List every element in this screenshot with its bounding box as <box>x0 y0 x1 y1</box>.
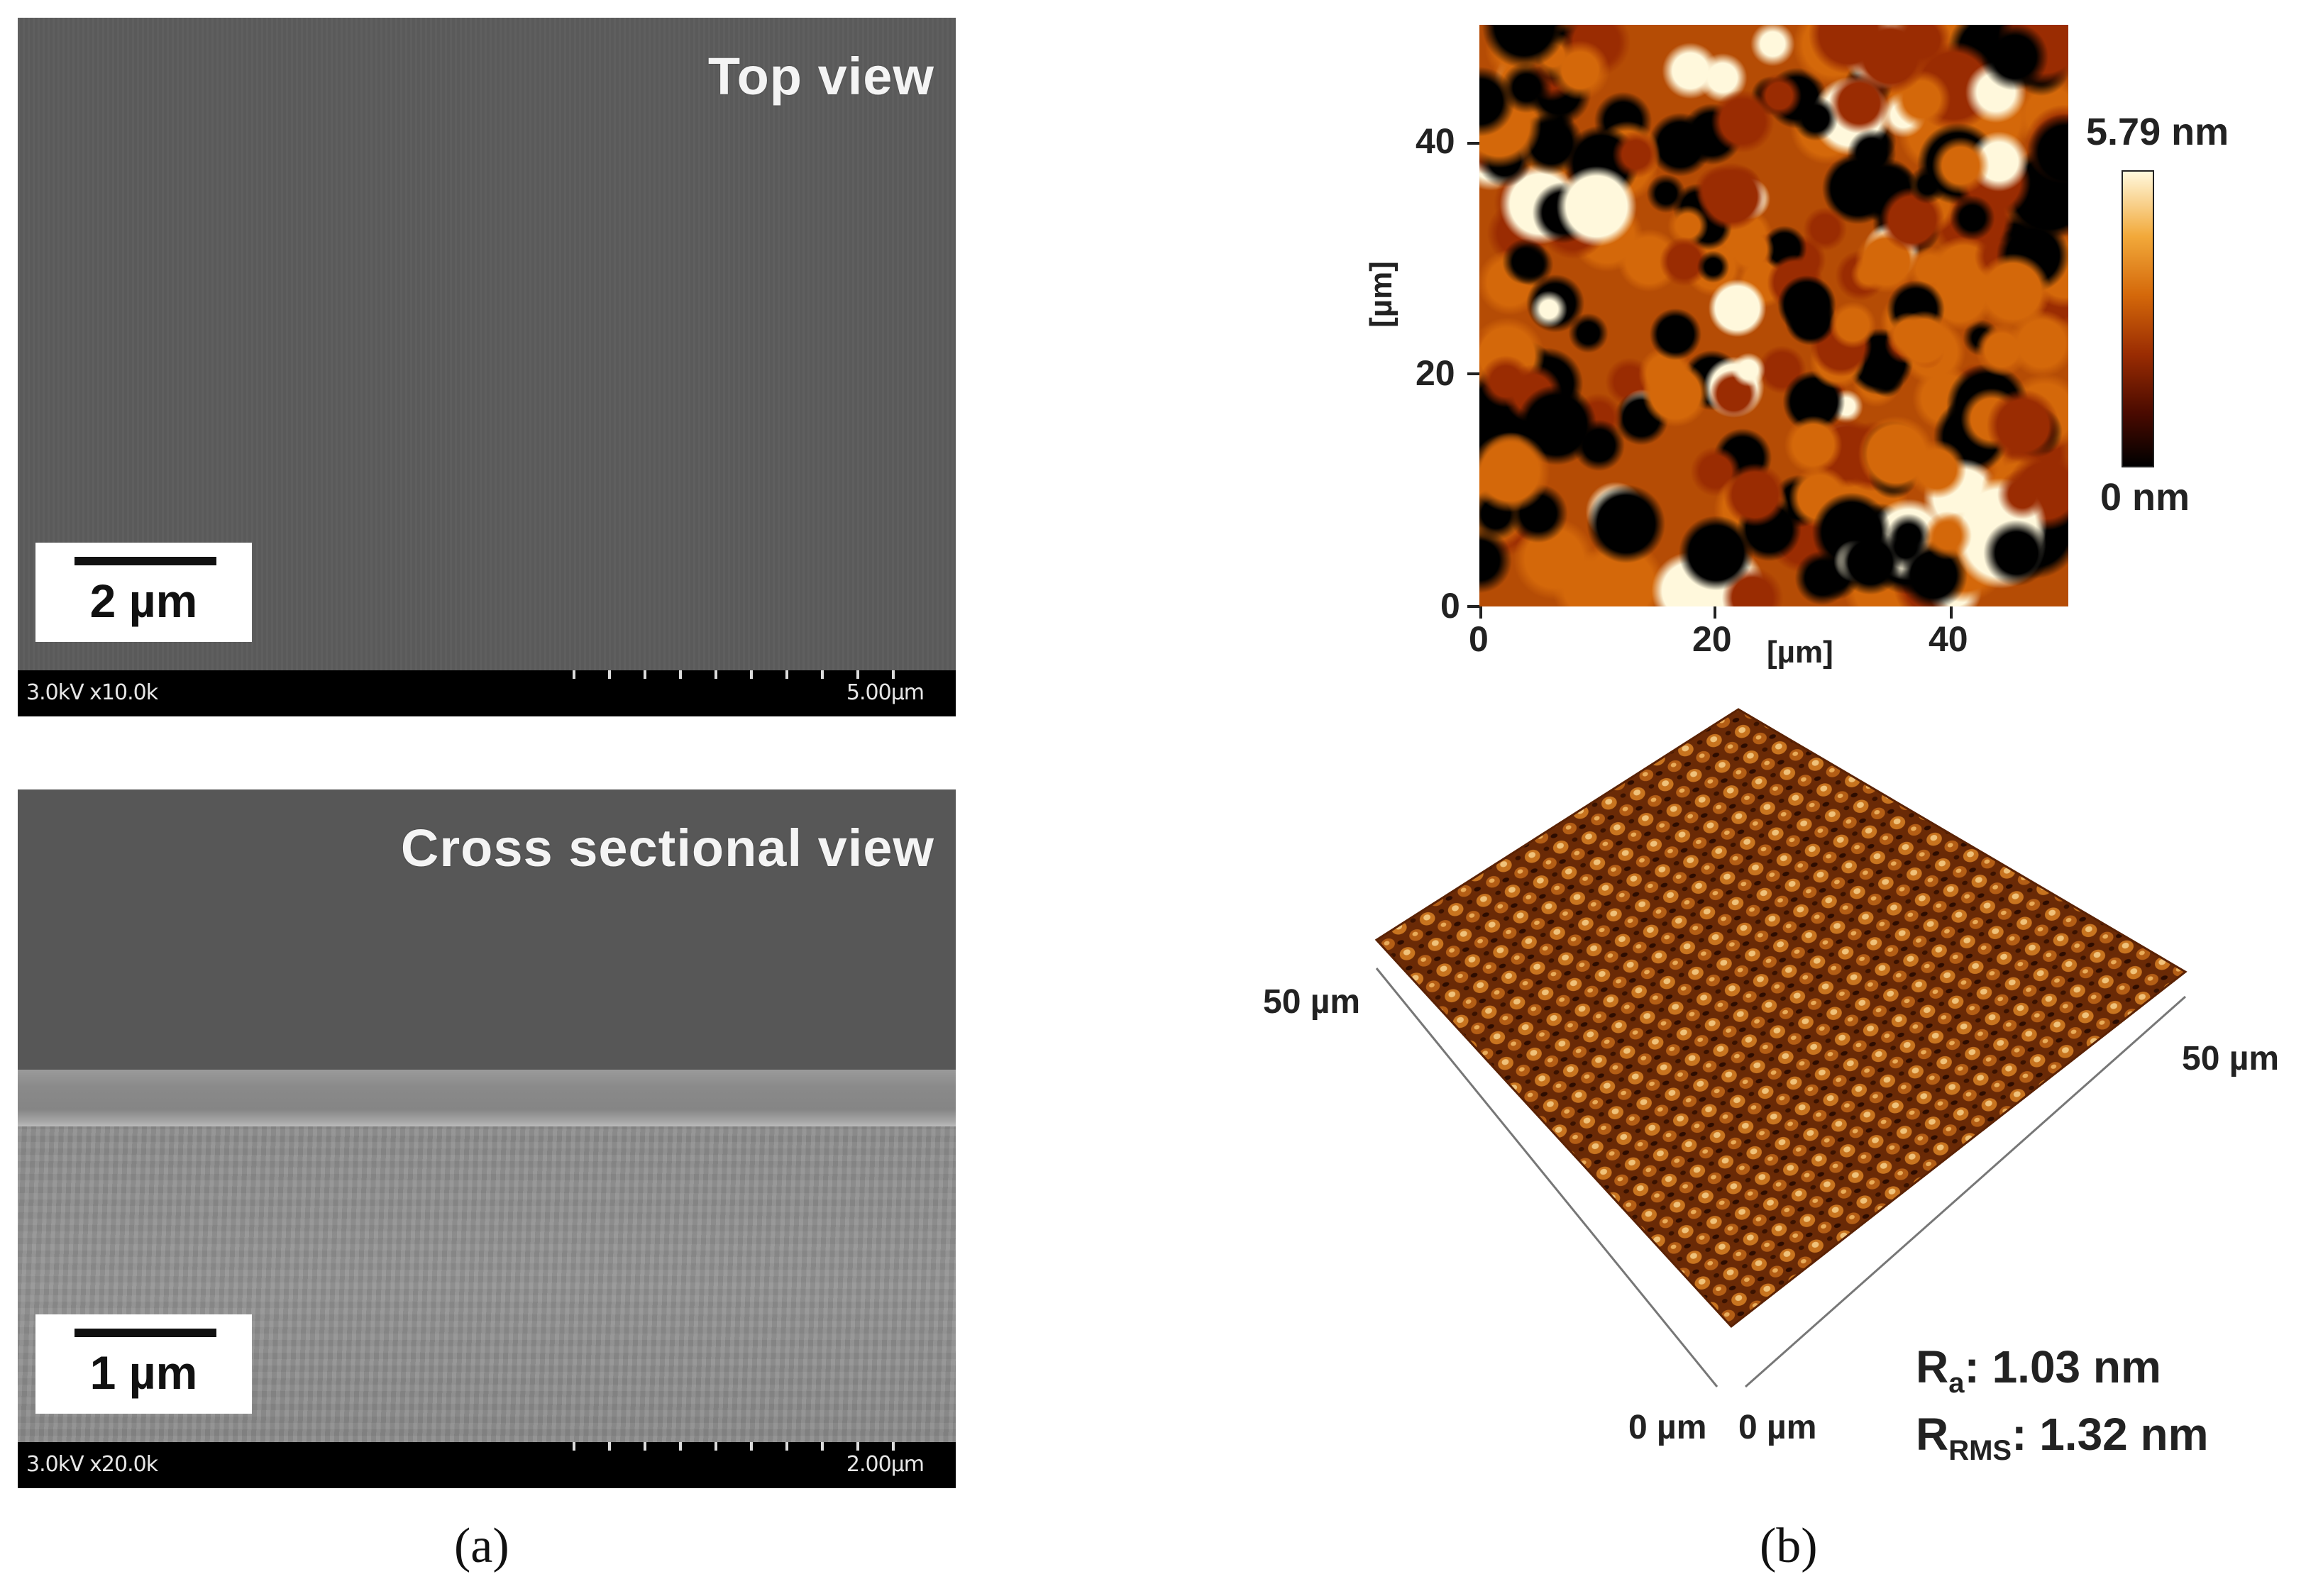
ra-number: : 1.03 nm <box>1964 1341 2161 1392</box>
y-tick-20 <box>1467 372 1479 375</box>
top-sem-voltage-mag: 3.0kV x10.0k <box>26 680 158 705</box>
top-scale-label: 2 µm <box>89 575 198 627</box>
sem-ruler-ticks <box>573 670 927 679</box>
colorbar-max-label: 5.79 nm <box>2086 111 2229 153</box>
afm-3d-surface <box>1374 708 2188 1388</box>
sem-cross-section-image: Cross sectional view 1 µm 3.0kV x20.0k 2… <box>18 789 956 1488</box>
y-tick-0 <box>1467 605 1479 608</box>
cross-scale-label: 1 µm <box>89 1346 198 1399</box>
right-axis-end-label: 50 µm <box>2182 1040 2280 1077</box>
x-tick-label-0: 0 <box>1469 619 1489 659</box>
afm-3d-left-axis <box>1375 968 1719 1387</box>
panel-b-label: (b) <box>1760 1519 1818 1573</box>
scale-bar-line <box>75 1329 216 1337</box>
ra-symbol: R <box>1916 1341 1949 1392</box>
rrms-number: : 1.32 nm <box>2012 1409 2209 1460</box>
rrms-symbol: R <box>1916 1409 1949 1460</box>
top-view-title: Top view <box>707 47 934 106</box>
rrms-subscript: RMS <box>1948 1434 2012 1466</box>
scale-bar-line <box>75 557 216 565</box>
cross-sem-info-bar: 3.0kV x20.0k 2.00µm <box>18 1442 956 1488</box>
height-colorbar <box>2122 170 2154 467</box>
top-sem-ruler-length: 5.00µm <box>846 680 925 705</box>
x-tick-40 <box>1950 606 1953 619</box>
x-axis-label: [µm] <box>1767 635 1833 670</box>
y-tick-label-20: 20 <box>1416 353 1455 393</box>
afm-2d-height-map <box>1479 25 2068 606</box>
colorbar-min-label: 0 nm <box>2100 476 2190 519</box>
x-tick-label-40: 40 <box>1929 619 1968 659</box>
afm-3d-surface-top <box>1374 708 2188 1329</box>
ra-value: Ra: 1.03 nm <box>1916 1341 2161 1400</box>
afm-3d-right-axis <box>1745 995 2186 1388</box>
left-axis-end-label: 50 µm <box>1263 983 1361 1021</box>
vacuum-background <box>18 789 956 1070</box>
y-tick-label-0: 0 <box>1440 586 1460 626</box>
ra-subscript: a <box>1948 1367 1965 1399</box>
y-axis-label: [µm] <box>1363 261 1399 328</box>
cross-scale-bar: 1 µm <box>35 1314 252 1414</box>
sem-top-view-image: Top view 2 µm 3.0kV x10.0k 5.00µm <box>18 18 956 716</box>
right-axis-origin-label: 0 µm <box>1738 1409 1817 1446</box>
top-scale-bar: 2 µm <box>35 543 252 642</box>
thin-film-layer <box>18 1070 956 1126</box>
rrms-value: RRMS: 1.32 nm <box>1916 1408 2209 1467</box>
afm-2d-texture <box>1479 25 2068 606</box>
left-axis-origin-label: 0 µm <box>1628 1409 1707 1446</box>
y-tick-label-40: 40 <box>1416 121 1455 161</box>
top-sem-info-bar: 3.0kV x10.0k 5.00µm <box>18 670 956 716</box>
panel-a-label: (a) <box>454 1519 509 1573</box>
sem-ruler-ticks <box>573 1442 927 1451</box>
x-tick-label-20: 20 <box>1692 619 1732 659</box>
cross-sem-ruler-length: 2.00µm <box>846 1452 925 1477</box>
cross-sem-voltage-mag: 3.0kV x20.0k <box>26 1452 158 1477</box>
cross-view-title: Cross sectional view <box>400 819 934 877</box>
x-tick-20 <box>1714 606 1716 619</box>
y-tick-40 <box>1467 142 1479 145</box>
x-tick-0 <box>1479 606 1482 619</box>
